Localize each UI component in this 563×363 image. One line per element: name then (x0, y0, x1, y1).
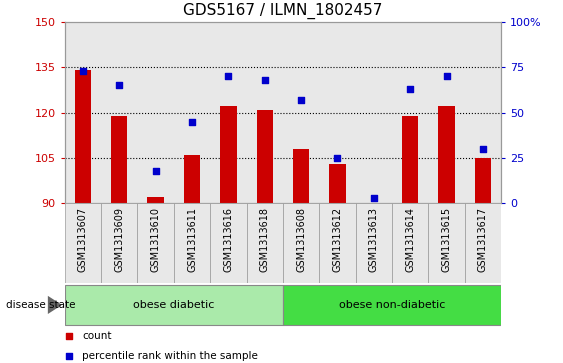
Bar (220, 106, 236, 203)
Polygon shape (48, 296, 62, 314)
Point (260, 77, 269, 83)
Point (115, 82, 124, 88)
FancyBboxPatch shape (65, 203, 101, 283)
Point (333, 155, 342, 161)
FancyBboxPatch shape (356, 203, 392, 283)
Text: GSM1313607: GSM1313607 (78, 207, 88, 272)
Bar (184, 155, 200, 203)
Text: GSM1313617: GSM1313617 (478, 207, 488, 272)
Text: disease state: disease state (6, 300, 75, 310)
FancyBboxPatch shape (101, 203, 137, 283)
Text: GSM1313608: GSM1313608 (296, 207, 306, 272)
Bar (464, 22, 501, 203)
Bar (148, 197, 164, 203)
Title: GDS5167 / ILMN_1802457: GDS5167 / ILMN_1802457 (183, 3, 383, 19)
Bar (101, 22, 137, 203)
FancyBboxPatch shape (392, 203, 428, 283)
FancyBboxPatch shape (65, 285, 283, 325)
Text: GSM1313614: GSM1313614 (405, 207, 415, 272)
Bar (65, 22, 101, 203)
Bar (111, 115, 127, 203)
Text: GSM1313615: GSM1313615 (441, 207, 452, 272)
Point (187, 119, 196, 125)
Bar (283, 22, 319, 203)
Text: GSM1313609: GSM1313609 (114, 207, 124, 272)
FancyBboxPatch shape (319, 203, 356, 283)
FancyBboxPatch shape (283, 203, 319, 283)
Text: GSM1313611: GSM1313611 (187, 207, 197, 272)
Text: percentile rank within the sample: percentile rank within the sample (82, 351, 258, 361)
Text: GSM1313610: GSM1313610 (151, 207, 160, 272)
Bar (319, 22, 356, 203)
Bar (247, 22, 283, 203)
Bar (174, 22, 210, 203)
Bar (293, 149, 309, 203)
Text: obese diabetic: obese diabetic (133, 300, 215, 310)
Bar (428, 22, 464, 203)
Point (224, 73, 233, 79)
Bar (392, 22, 428, 203)
Point (78, 68, 87, 74)
Point (65, 353, 74, 359)
Bar (475, 158, 491, 203)
Bar (257, 110, 273, 203)
Bar (75, 70, 91, 203)
Text: GSM1313612: GSM1313612 (332, 207, 342, 272)
FancyBboxPatch shape (283, 285, 501, 325)
Bar (137, 22, 174, 203)
Bar (439, 106, 455, 203)
FancyBboxPatch shape (210, 203, 247, 283)
Point (479, 146, 488, 152)
Text: GSM1313618: GSM1313618 (260, 207, 270, 272)
Text: count: count (82, 331, 111, 341)
Point (297, 97, 306, 103)
Text: GSM1313616: GSM1313616 (224, 207, 234, 272)
FancyBboxPatch shape (137, 203, 174, 283)
Point (151, 168, 160, 174)
Point (369, 195, 378, 201)
Bar (329, 164, 346, 203)
Text: obese non-diabetic: obese non-diabetic (339, 300, 445, 310)
Text: GSM1313613: GSM1313613 (369, 207, 379, 272)
Point (65, 333, 74, 339)
FancyBboxPatch shape (247, 203, 283, 283)
FancyBboxPatch shape (174, 203, 210, 283)
Bar (356, 22, 392, 203)
Point (442, 73, 451, 79)
FancyBboxPatch shape (428, 203, 464, 283)
Point (406, 86, 415, 92)
Bar (210, 22, 247, 203)
FancyBboxPatch shape (464, 203, 501, 283)
Bar (402, 115, 418, 203)
